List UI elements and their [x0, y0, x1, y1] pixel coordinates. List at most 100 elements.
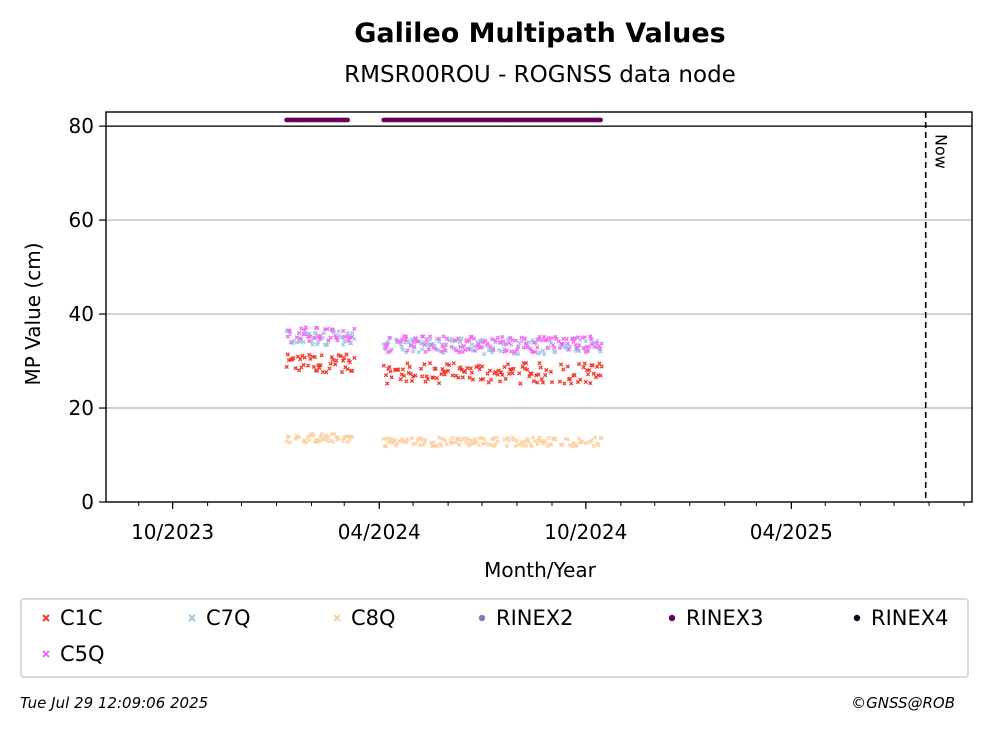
data-point-c5q — [429, 342, 434, 347]
data-point-c7q — [479, 337, 485, 342]
data-point-c8q — [334, 434, 339, 439]
data-point-c1c — [409, 378, 415, 384]
data-point-c5q — [452, 338, 458, 343]
legend-item-c8q: C8Q — [327, 606, 396, 630]
data-point-c7q — [471, 344, 477, 349]
data-point-c5q — [453, 348, 459, 353]
data-point-c5q — [506, 341, 512, 346]
legend: C1C C7Q C8Q RINEX2 RINEX3 RINEX4 C5Q — [20, 598, 969, 678]
data-point-c5q — [546, 336, 551, 341]
data-point-c1c — [497, 379, 503, 384]
data-point-c1c — [458, 365, 463, 370]
data-point-c8q — [536, 438, 541, 443]
data-point-c1c — [445, 368, 451, 373]
data-point-c5q — [312, 335, 318, 341]
data-point-c5q — [582, 334, 587, 340]
data-point-c5q — [298, 336, 303, 341]
data-point-c7q — [324, 342, 329, 347]
data-point-c5q — [340, 328, 346, 334]
data-point-c5q — [509, 349, 514, 354]
data-point-c1c — [293, 366, 298, 371]
data-point-c5q — [456, 336, 461, 341]
data-point-c8q — [287, 440, 293, 445]
data-point-c5q — [502, 349, 507, 354]
data-point-c8q — [410, 442, 416, 447]
data-point-c1c — [307, 352, 312, 358]
data-point-c1c — [529, 371, 534, 377]
legend-marker-icon — [182, 608, 202, 628]
data-point-c8q — [574, 442, 579, 447]
x-tick-label: 10/2023 — [131, 520, 214, 544]
x-axis-label: Month/Year — [484, 558, 597, 582]
data-point-c5q — [384, 342, 390, 347]
data-point-c7q — [450, 339, 455, 344]
data-point-c5q — [442, 347, 447, 353]
data-point-c1c — [442, 372, 447, 377]
data-point-c5q — [307, 338, 312, 344]
data-point-c5q — [489, 337, 495, 342]
legend-label: C5Q — [60, 642, 105, 666]
data-point-c5q — [468, 334, 473, 339]
data-point-c5q — [325, 326, 330, 332]
data-point-c7q — [399, 344, 404, 350]
data-point-rinex3 — [598, 117, 603, 123]
data-point-c1c — [548, 369, 554, 374]
data-point-c1c — [333, 362, 338, 367]
data-point-c1c — [522, 366, 528, 371]
data-point-c1c — [517, 371, 522, 376]
legend-marker-icon — [472, 608, 492, 628]
data-point-c1c — [569, 381, 574, 386]
data-point-c1c — [535, 380, 540, 385]
chart-title: Galileo Multipath Values — [354, 18, 726, 49]
data-point-c1c — [418, 366, 424, 371]
data-point-c1c — [495, 372, 500, 377]
data-point-c1c — [427, 361, 433, 366]
legend-label: C7Q — [206, 606, 251, 630]
data-point-c8q — [473, 437, 478, 442]
data-point-c1c — [384, 381, 390, 386]
data-point-c8q — [417, 443, 423, 448]
data-point-c5q — [308, 334, 313, 339]
data-point-c1c — [511, 366, 516, 371]
data-point-c5q — [449, 344, 454, 350]
data-point-c8q — [567, 442, 573, 448]
data-point-c7q — [336, 329, 341, 334]
chart-subtitle: RMSR00ROU - ROGNSS data node — [344, 62, 736, 88]
data-point-c1c — [510, 371, 515, 376]
data-point-c1c — [540, 380, 546, 385]
data-point-c7q — [419, 347, 425, 352]
data-point-c5q — [504, 348, 509, 353]
data-point-c1c — [327, 366, 332, 371]
data-point-c7q — [452, 346, 458, 351]
data-point-c7q — [449, 336, 454, 341]
legend-label: C1C — [60, 606, 103, 630]
data-point-c1c — [291, 355, 296, 361]
data-point-c7q — [515, 351, 521, 357]
data-point-c8q — [476, 442, 481, 448]
data-point-c5q — [521, 345, 526, 350]
data-point-c7q — [499, 349, 504, 354]
data-point-c1c — [389, 375, 394, 380]
data-point-c1c — [339, 369, 345, 375]
data-point-c1c — [557, 379, 563, 384]
data-point-c8q — [456, 437, 461, 442]
data-point-c1c — [502, 364, 507, 370]
data-point-c8q — [330, 439, 336, 445]
data-point-c1c — [451, 361, 456, 366]
data-point-c8q — [537, 435, 542, 441]
data-point-c5q — [349, 334, 355, 340]
data-point-c8q — [404, 440, 409, 445]
data-point-c1c — [506, 371, 512, 376]
data-point-c8q — [558, 442, 564, 448]
legend-marker-icon — [327, 608, 347, 628]
data-point-c5q — [479, 344, 485, 350]
data-point-c5q — [317, 336, 322, 342]
data-point-c1c — [383, 373, 389, 378]
data-point-c5q — [423, 349, 428, 355]
data-point-c5q — [535, 345, 540, 350]
data-point-c1c — [400, 367, 406, 372]
data-point-c5q — [587, 344, 592, 350]
data-point-c1c — [388, 369, 393, 374]
data-point-c8q — [464, 440, 469, 445]
data-point-c5q — [344, 334, 349, 339]
